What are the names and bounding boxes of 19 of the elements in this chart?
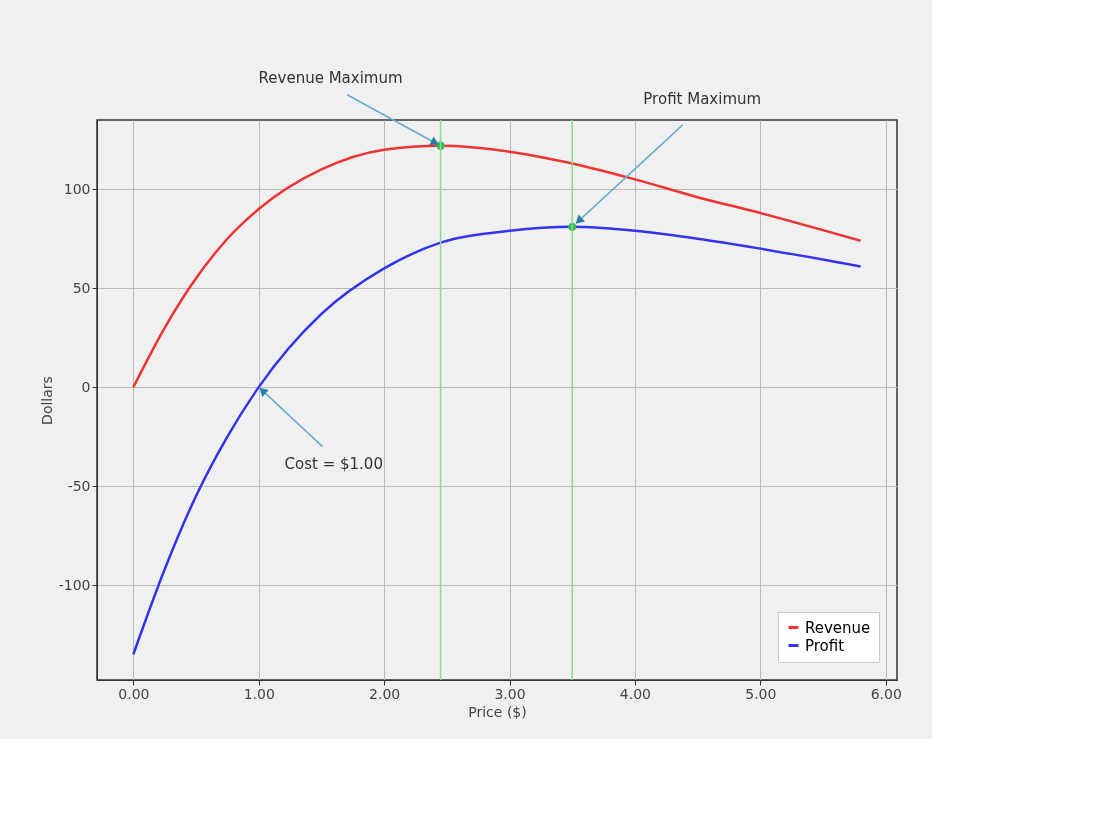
x-tick-label: 4.00 — [619, 685, 652, 702]
legend-label: Profit — [805, 636, 845, 655]
annotation: Profit Maximum — [643, 89, 762, 108]
x-tick-label: 0.00 — [118, 685, 150, 702]
y-tick-label: 100 — [63, 180, 91, 197]
y-tick-label: -100 — [58, 576, 91, 593]
x-tick-label: 5.00 — [745, 685, 777, 702]
x-tick-label: 3.00 — [494, 685, 526, 702]
x-axis-title: Price ($) — [468, 703, 527, 720]
legend-label: Revenue — [805, 618, 871, 637]
x-tick-label: 1.00 — [243, 685, 275, 702]
y-tick-label: -50 — [67, 477, 91, 494]
annotation: Revenue Maximum — [258, 68, 403, 87]
annotation: Cost = $1.00 — [284, 455, 383, 474]
x-tick-label: 2.00 — [369, 685, 401, 702]
y-axis-title: Dollars — [38, 376, 55, 425]
x-tick-label: 6.00 — [870, 685, 902, 702]
y-tick-label: 0 — [81, 378, 91, 395]
y-tick-label: 50 — [72, 279, 91, 296]
